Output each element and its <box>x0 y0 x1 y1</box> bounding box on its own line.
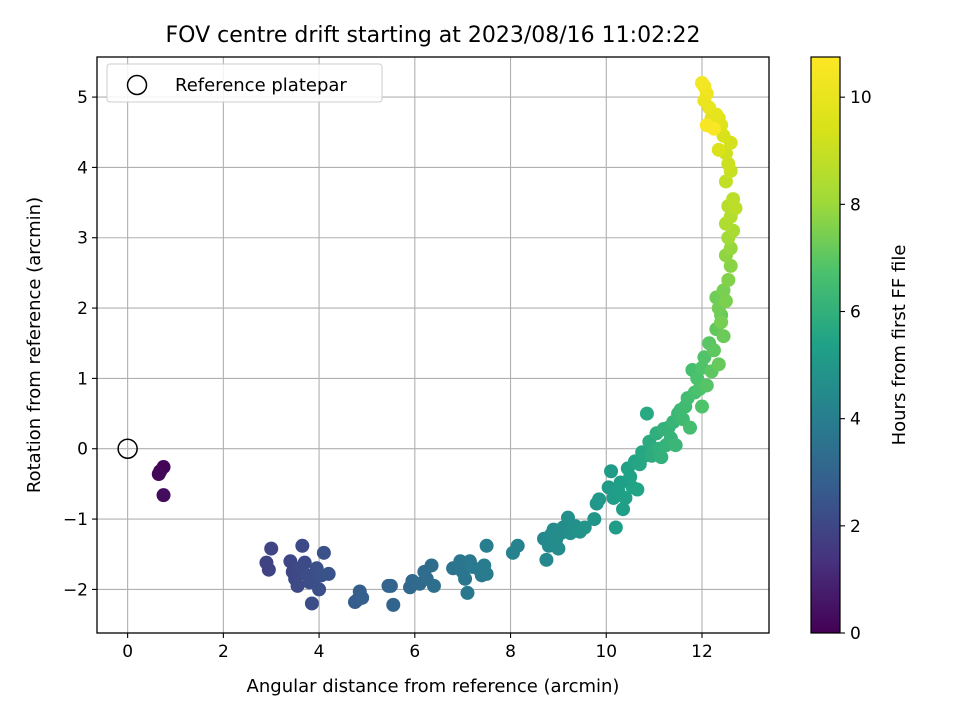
legend: Reference platepar <box>106 63 383 103</box>
data-point <box>697 350 712 365</box>
data-point <box>383 578 398 593</box>
data-point <box>694 399 709 414</box>
data-point <box>623 469 638 484</box>
data-point <box>295 538 310 553</box>
data-point <box>718 294 733 309</box>
data-point <box>458 571 473 586</box>
x-tick-label: 4 <box>314 642 325 662</box>
data-point <box>706 343 721 358</box>
data-point <box>706 121 721 136</box>
x-ticks: 0 2 4 6 8 10 12 <box>122 633 713 662</box>
x-tick-label: 8 <box>505 642 516 662</box>
legend-box <box>106 63 383 103</box>
data-point <box>321 566 336 581</box>
data-point <box>426 578 441 593</box>
data-point <box>699 378 714 393</box>
data-point <box>453 554 468 569</box>
grid <box>97 57 769 633</box>
data-point <box>616 502 631 517</box>
data-point <box>479 538 494 553</box>
colorbar-ticks: 0 2 4 6 8 10 <box>840 88 872 644</box>
y-ticks: −2 −1 0 1 2 3 4 5 <box>63 88 97 600</box>
data-point <box>304 596 319 611</box>
x-axis-label: Angular distance from reference (arcmin) <box>247 676 620 697</box>
data-point <box>716 128 731 143</box>
data-point <box>312 582 327 597</box>
x-tick-label: 12 <box>691 642 713 662</box>
data-point <box>721 272 736 287</box>
data-point <box>716 329 731 344</box>
data-point <box>539 552 554 567</box>
data-point <box>316 545 331 560</box>
data-point <box>290 578 305 593</box>
legend-entry: Reference platepar <box>175 75 347 96</box>
x-tick-label: 0 <box>122 642 133 662</box>
data-point <box>156 488 171 503</box>
colorbar-tick-label: 10 <box>850 88 872 108</box>
chart-title: FOV centre drift starting at 2023/08/16 … <box>166 23 701 48</box>
data-point <box>711 357 726 372</box>
plot-frame <box>96 56 770 634</box>
data-point <box>668 438 683 453</box>
data-point <box>264 541 279 556</box>
data-point <box>630 482 645 497</box>
data-point <box>424 558 439 573</box>
data-point <box>592 492 607 507</box>
y-tick-label: 2 <box>77 299 88 319</box>
colorbar-tick-label: 0 <box>850 624 861 644</box>
colorbar-tick-label: 2 <box>850 517 861 537</box>
data-point <box>604 464 619 479</box>
y-tick-label: −1 <box>63 510 88 530</box>
data-point <box>261 562 276 577</box>
y-tick-label: −2 <box>63 580 88 600</box>
data-point <box>721 156 736 171</box>
data-point <box>690 371 705 386</box>
data-point <box>639 406 654 421</box>
x-tick-label: 6 <box>409 642 420 662</box>
data-point <box>714 315 729 330</box>
data-point <box>718 174 733 189</box>
y-tick-label: 3 <box>77 229 88 249</box>
data-point <box>460 585 475 600</box>
data-point <box>577 520 592 535</box>
data-point <box>723 258 738 273</box>
data-point <box>683 420 698 435</box>
data-point <box>355 590 370 605</box>
y-tick-label: 4 <box>77 158 88 178</box>
y-axis-label: Rotation from reference (arcmin) <box>24 197 45 493</box>
data-point <box>694 76 709 91</box>
data-point <box>654 450 669 465</box>
data-point <box>723 241 738 256</box>
data-point <box>587 512 602 527</box>
data-point <box>618 490 633 505</box>
data-point <box>711 142 726 157</box>
x-tick-label: 10 <box>595 642 617 662</box>
colorbar-gradient <box>810 56 841 634</box>
data-point <box>283 554 298 569</box>
colorbar-tick-label: 8 <box>850 195 861 215</box>
x-tick-label: 2 <box>218 642 229 662</box>
data-point <box>608 520 623 535</box>
data-point <box>386 597 401 612</box>
data-point <box>479 566 494 581</box>
colorbar: 0 2 4 6 8 10 Hours from first FF file <box>810 56 910 644</box>
y-tick-label: 5 <box>77 88 88 108</box>
y-tick-label: 0 <box>77 440 88 460</box>
data-point <box>510 538 525 553</box>
legend-marker <box>126 74 148 96</box>
data-point <box>728 201 743 216</box>
data-points <box>151 76 743 612</box>
reference-marker <box>117 438 138 459</box>
data-point <box>297 555 312 570</box>
data-point <box>551 541 566 556</box>
colorbar-tick-label: 4 <box>850 410 861 430</box>
data-point <box>151 467 166 482</box>
colorbar-label: Hours from first FF file <box>889 245 910 446</box>
y-tick-label: 1 <box>77 369 88 389</box>
data-point <box>716 283 731 298</box>
colorbar-tick-label: 6 <box>850 303 861 323</box>
